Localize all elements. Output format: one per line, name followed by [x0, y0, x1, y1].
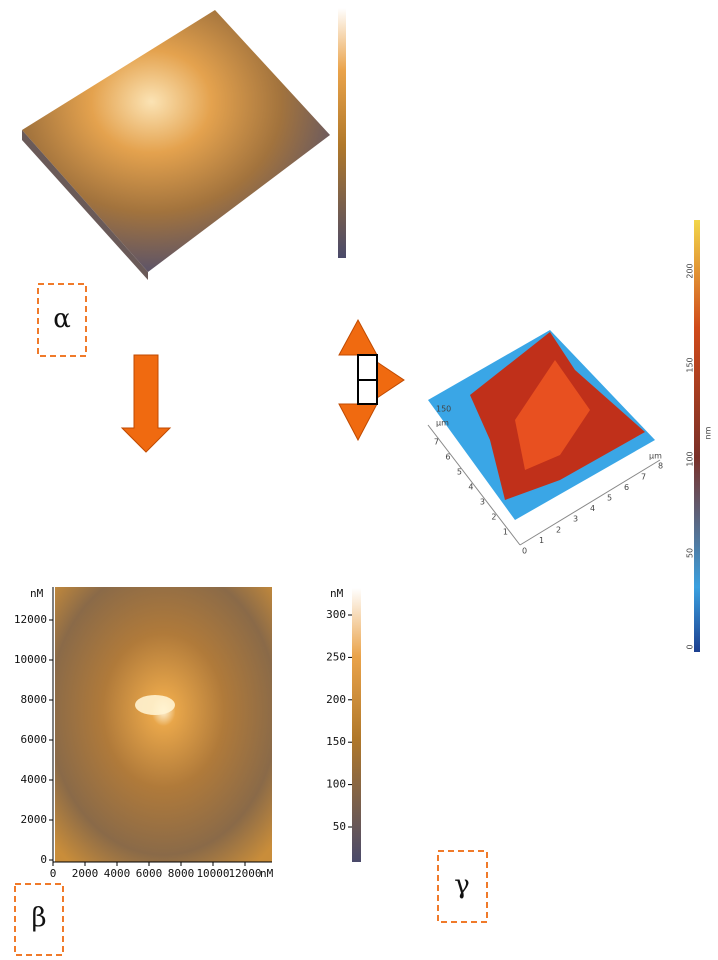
y-tick-label: 6000	[21, 733, 48, 746]
colorbar-tick-label: 200	[686, 263, 695, 278]
y-tick-label: 2	[491, 513, 496, 522]
z-tick: 150	[436, 405, 451, 414]
y-tick-label: 10000	[14, 653, 47, 666]
colorbar-tick-label: 150	[326, 735, 346, 748]
panel-label: γ	[454, 870, 470, 900]
x-unit: nM	[260, 867, 274, 880]
colorbar-tick-label: 0	[686, 644, 695, 649]
x-tick-label: 10000	[196, 867, 229, 880]
x-tick-label: 2	[556, 525, 561, 534]
y-unit: nM	[30, 587, 44, 600]
y-tick-label: 6	[445, 453, 450, 462]
x-tick-label: 5	[607, 494, 612, 503]
panel-label: α	[53, 304, 71, 334]
y-tick-label: 8000	[21, 693, 48, 706]
beta-peak	[135, 695, 175, 715]
colorbar-tick-label: 300	[326, 608, 346, 621]
alpha-colorbar	[338, 8, 346, 258]
x-tick-label: 6	[624, 483, 629, 492]
x-tick-label: 8	[658, 462, 663, 471]
alpha-surface	[22, 10, 330, 272]
y-tick-label: 0	[40, 853, 47, 866]
y-tick-label: 2000	[21, 813, 48, 826]
x-tick-label: 3	[573, 515, 578, 524]
colorbar-tick-label: 100	[686, 451, 695, 466]
x-tick-label: 7	[641, 472, 646, 481]
colorbar-unit: nM	[330, 587, 344, 600]
colorbar-tick-label: 200	[326, 693, 346, 706]
y-tick-label: 5	[457, 468, 462, 477]
x-tick-label: 8000	[168, 867, 195, 880]
colorbar-tick-label: 50	[333, 820, 346, 833]
y-tick-label: 4	[468, 483, 473, 492]
y-tick-label: 12000	[14, 613, 47, 626]
beta-colorbar	[352, 588, 361, 862]
panel-label: β	[31, 903, 46, 933]
arrow-both	[339, 320, 404, 440]
x-tick-label: 0	[50, 867, 57, 880]
colorbar-tick-label: 250	[326, 650, 346, 663]
colorbar-tick-label: 50	[686, 548, 695, 558]
x-tick-label: 4000	[104, 867, 131, 880]
y-tick-label: 1	[503, 528, 508, 537]
colorbar-tick-label: 150	[686, 357, 695, 372]
x-tick-label: 12000	[228, 867, 261, 880]
x-tick-label: 4	[590, 504, 595, 513]
arrow-down	[122, 355, 170, 452]
figure: α β γ 150 µm µm nm nM nM nM 020004000600…	[0, 0, 718, 960]
colorbar-unit: nm	[704, 426, 713, 439]
colorbar-tick-label: 100	[326, 778, 346, 791]
x-tick-label: 1	[539, 536, 544, 545]
beta-map	[55, 587, 272, 862]
y-unit: µm	[649, 452, 662, 461]
y-tick-label: 7	[434, 438, 439, 447]
gamma-colorbar	[694, 220, 700, 652]
y-tick-label: 4000	[21, 773, 48, 786]
x-tick-label: 2000	[72, 867, 99, 880]
y-tick-label: 3	[480, 498, 485, 507]
x-tick-label: 0	[522, 547, 527, 556]
x-tick-label: 6000	[136, 867, 163, 880]
z-unit: µm	[436, 419, 449, 428]
